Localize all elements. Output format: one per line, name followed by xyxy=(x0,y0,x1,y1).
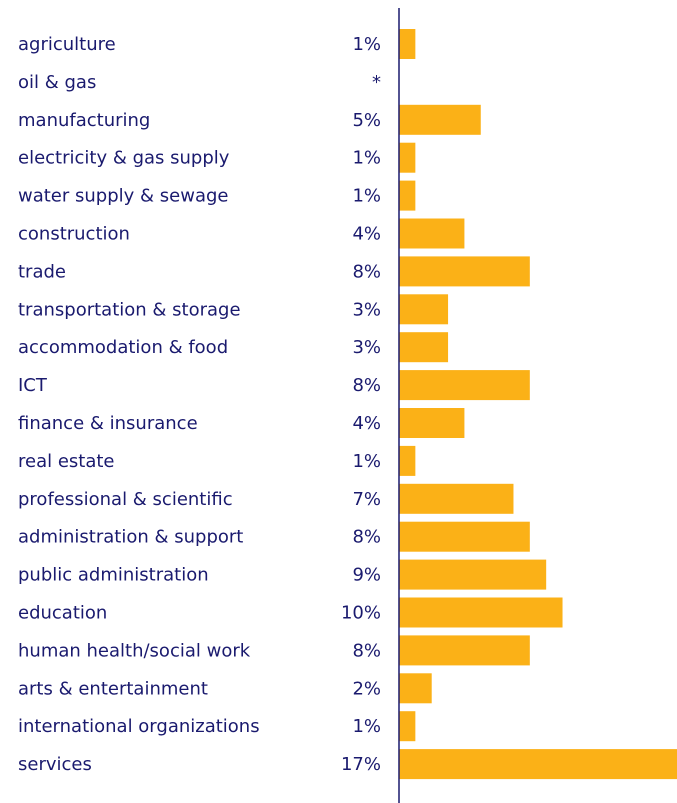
value-label: 2% xyxy=(352,678,381,699)
bar xyxy=(399,749,677,780)
category-label: ICT xyxy=(18,375,48,396)
category-label: services xyxy=(18,754,92,775)
value-label: 8% xyxy=(352,375,381,396)
category-label: education xyxy=(18,603,107,624)
value-label: 7% xyxy=(352,489,381,510)
category-label: electricity & gas supply xyxy=(18,148,230,169)
value-label: 8% xyxy=(352,640,381,661)
category-label: international organizations xyxy=(18,716,260,737)
bar xyxy=(399,483,514,514)
category-label: trade xyxy=(18,261,66,282)
bar xyxy=(399,104,481,135)
value-label: 8% xyxy=(352,261,381,282)
bar xyxy=(399,559,547,590)
value-label: 10% xyxy=(341,603,381,624)
bar xyxy=(399,408,465,438)
value-label: 3% xyxy=(352,299,381,320)
bar xyxy=(399,521,530,552)
value-label: 17% xyxy=(341,754,381,775)
bar xyxy=(399,597,563,628)
bar xyxy=(399,218,465,249)
bar xyxy=(399,332,449,363)
value-label: 1% xyxy=(352,716,381,737)
category-label: water supply & sewage xyxy=(18,186,228,207)
bar xyxy=(399,29,416,59)
chart-rows: agriculture 1% oil & gas * manufacturing 5% el… xyxy=(18,29,677,780)
category-label: public administration xyxy=(18,565,209,586)
category-label: administration & support xyxy=(18,527,243,548)
category-label: manufacturing xyxy=(18,110,150,131)
bar xyxy=(399,635,530,666)
value-label: 4% xyxy=(352,413,381,434)
bar xyxy=(399,370,530,401)
value-label: 1% xyxy=(352,148,381,169)
value-label: 1% xyxy=(352,451,381,472)
category-label: real estate xyxy=(18,451,115,472)
value-label: 4% xyxy=(352,224,381,245)
category-label: agriculture xyxy=(18,34,116,55)
category-label: accommodation & food xyxy=(18,337,228,358)
category-label: oil & gas xyxy=(18,72,96,93)
bar xyxy=(399,711,416,742)
category-label: professional & scientific xyxy=(18,489,233,510)
bar xyxy=(399,445,416,476)
value-label: 8% xyxy=(352,527,381,548)
bar xyxy=(399,142,416,173)
bar xyxy=(399,294,449,325)
value-label: 5% xyxy=(352,110,381,131)
value-label: 9% xyxy=(352,565,381,586)
value-label: 1% xyxy=(352,186,381,207)
category-label: construction xyxy=(18,224,130,245)
value-label: 1% xyxy=(352,34,381,55)
category-label: finance & insurance xyxy=(18,413,198,434)
value-label: * xyxy=(372,72,381,93)
bar xyxy=(399,180,416,211)
value-label: 3% xyxy=(352,337,381,358)
category-label: transportation & storage xyxy=(18,299,241,320)
bar xyxy=(399,673,432,704)
bar xyxy=(399,256,530,287)
category-label: arts & entertainment xyxy=(18,678,208,699)
category-label: human health/social work xyxy=(18,640,251,661)
